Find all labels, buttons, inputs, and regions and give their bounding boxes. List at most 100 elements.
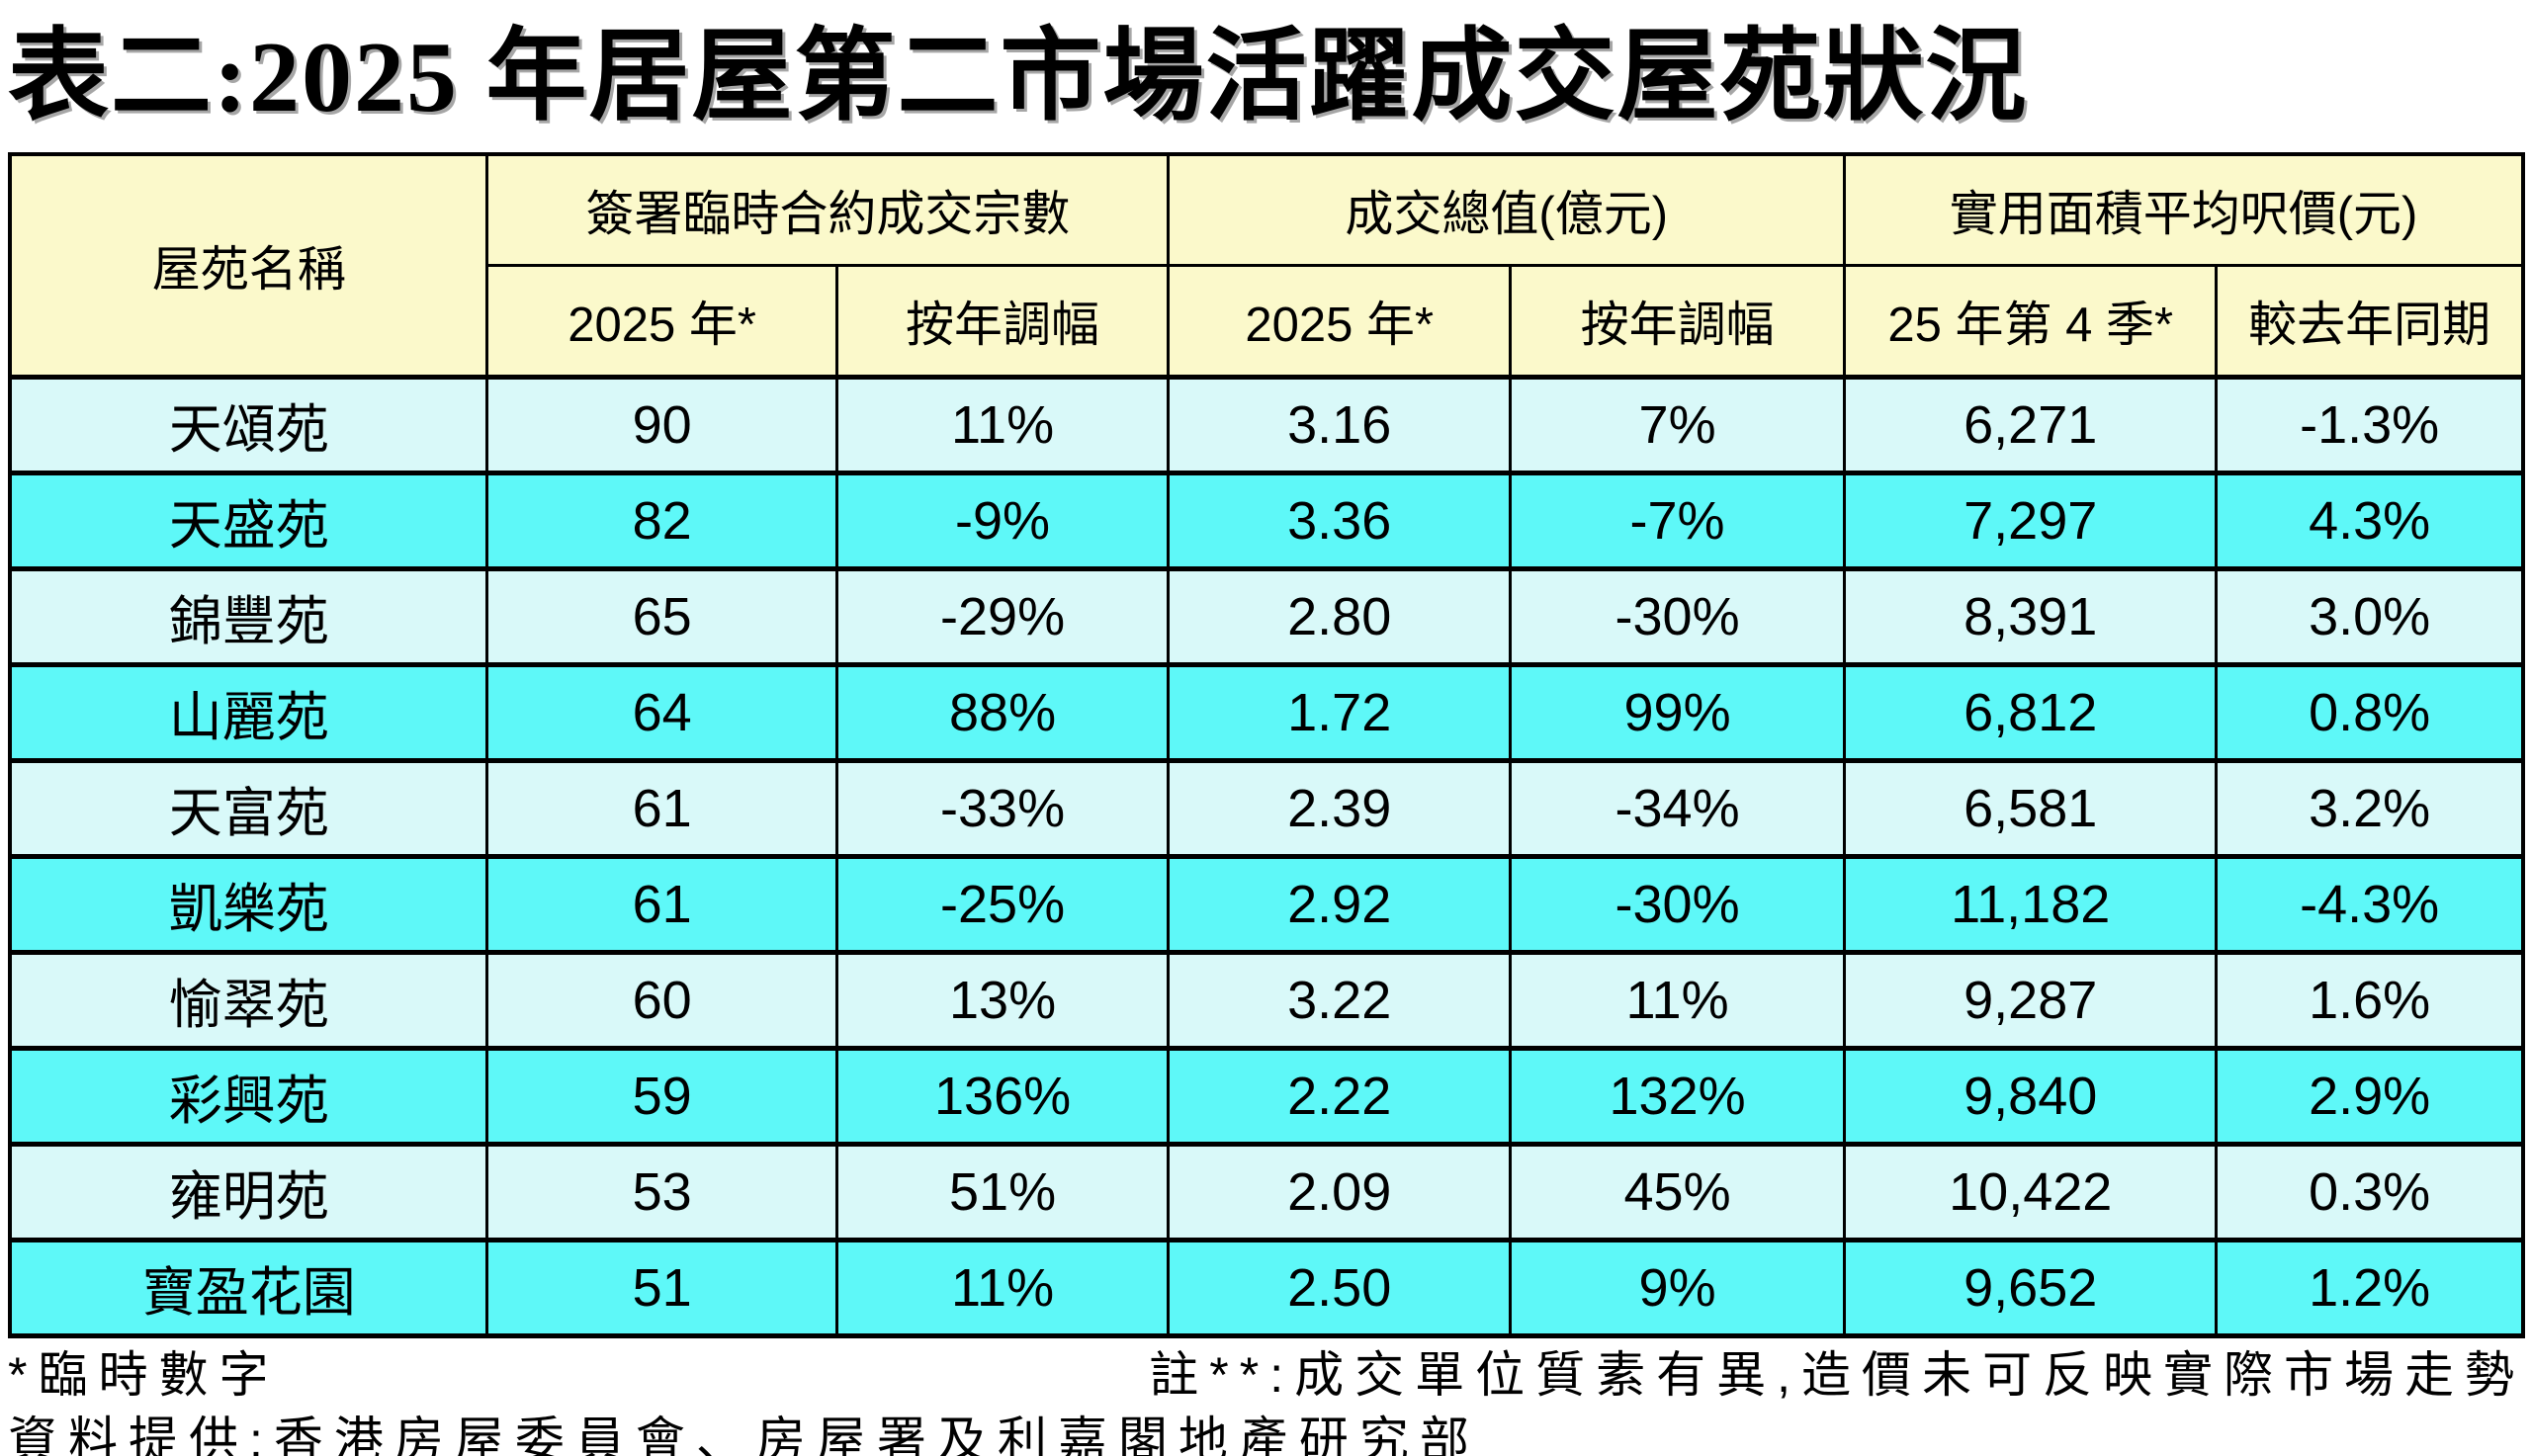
table-row: 凱樂苑 61 -25% 2.92 -30% 11,182 -4.3% [8, 853, 2525, 955]
subheader-value-2025: 2025 年* [1167, 263, 1513, 379]
cell-deals_2025: 51 [485, 1237, 838, 1338]
table-row: 雍明苑 53 51% 2.09 45% 10,422 0.3% [8, 1141, 2525, 1242]
table-row: 山麗苑 64 88% 1.72 99% 6,812 0.8% [8, 661, 2525, 763]
source-note: 資料提供:香港房屋委員會、房屋署及利嘉閣地產研究部 [8, 1412, 1480, 1456]
cell-psf_yoy: 0.8% [2215, 661, 2525, 763]
cell-value_2025: 2.22 [1167, 1045, 1513, 1147]
table-row: 錦豐苑 65 -29% 2.80 -30% 8,391 3.0% [8, 565, 2525, 667]
estate-name-cell: 凱樂苑 [8, 853, 489, 955]
cell-value_yoy: 132% [1509, 1045, 1847, 1147]
cell-value_2025: 2.39 [1167, 757, 1513, 859]
estate-name-cell: 彩興苑 [8, 1045, 489, 1147]
header-sub-row: 2025 年* 按年調幅 2025 年* 按年調幅 25 年第 4 季* 較去年… [10, 263, 2525, 379]
cell-psf_yoy: 1.2% [2215, 1237, 2525, 1338]
cell-psf_q4: 9,652 [1843, 1237, 2219, 1338]
estate-name-cell: 天頌苑 [8, 374, 489, 475]
cell-value_2025: 2.50 [1167, 1237, 1513, 1338]
cell-psf_q4: 10,422 [1843, 1141, 2219, 1242]
table-body: 天頌苑 90 11% 3.16 7% 6,271 -1.3% 天盛苑 82 -9% 3.36 -7% 7… [8, 374, 2525, 1338]
subheader-deals-2025: 2025 年* [485, 263, 838, 379]
cell-value_yoy: 45% [1509, 1141, 1847, 1242]
cell-value_yoy: -30% [1509, 853, 1847, 955]
cell-deals_2025: 64 [485, 661, 838, 763]
cell-deals_2025: 65 [485, 565, 838, 667]
cell-value_yoy: 7% [1509, 374, 1847, 475]
footnotes: *臨時數字 註**:成交單位質素有異,造價未可反映實際市場走勢 資料提供:香港房… [8, 1344, 2525, 1456]
estate-name-cell: 天富苑 [8, 757, 489, 859]
table-row: 天富苑 61 -33% 2.39 -34% 6,581 3.2% [8, 757, 2525, 859]
cell-deals_2025: 82 [485, 470, 838, 571]
cell-value_2025: 2.09 [1167, 1141, 1513, 1242]
cell-deals_yoy: 136% [834, 1045, 1171, 1147]
cell-value_yoy: -34% [1509, 757, 1847, 859]
cell-deals_2025: 61 [485, 853, 838, 955]
cell-psf_yoy: 2.9% [2215, 1045, 2525, 1147]
cell-psf_q4: 9,287 [1843, 949, 2219, 1051]
cell-value_2025: 2.80 [1167, 565, 1513, 667]
estate-name-cell: 天盛苑 [8, 470, 489, 571]
cell-deals_yoy: 88% [834, 661, 1171, 763]
estate-name-cell: 山麗苑 [8, 661, 489, 763]
cell-deals_yoy: -29% [834, 565, 1171, 667]
cell-value_2025: 1.72 [1167, 661, 1513, 763]
header-estate-name: 屋苑名稱 [8, 152, 489, 379]
cell-value_2025: 2.92 [1167, 853, 1513, 955]
cell-deals_yoy: 11% [834, 1237, 1171, 1338]
cell-psf_yoy: -4.3% [2215, 853, 2525, 955]
header-group-value: 成交總值(億元) [1167, 152, 1847, 267]
cell-psf_yoy: 0.3% [2215, 1141, 2525, 1242]
table-row: 天頌苑 90 11% 3.16 7% 6,271 -1.3% [8, 374, 2525, 475]
cell-value_2025: 3.16 [1167, 374, 1513, 475]
cell-deals_2025: 90 [485, 374, 838, 475]
cell-psf_q4: 6,271 [1843, 374, 2219, 475]
cell-psf_q4: 8,391 [1843, 565, 2219, 667]
cell-psf_q4: 6,581 [1843, 757, 2219, 859]
cell-value_2025: 3.36 [1167, 470, 1513, 571]
cell-value_yoy: -30% [1509, 565, 1847, 667]
cell-deals_2025: 53 [485, 1141, 838, 1242]
header-group-row: 屋苑名稱 簽署臨時合約成交宗數 成交總值(億元) 實用面積平均呎價(元) [8, 152, 2525, 379]
cell-value_2025: 3.22 [1167, 949, 1513, 1051]
table-row: 寶盈花園 51 11% 2.50 9% 9,652 1.2% [8, 1237, 2525, 1338]
cell-deals_yoy: 51% [834, 1141, 1171, 1242]
cell-psf_yoy: 3.2% [2215, 757, 2525, 859]
cell-deals_2025: 61 [485, 757, 838, 859]
footnote-line-1: *臨時數字 註**:成交單位質素有異,造價未可反映實際市場走勢 [8, 1344, 2525, 1406]
cell-psf_q4: 11,182 [1843, 853, 2219, 955]
estate-name-cell: 錦豐苑 [8, 565, 489, 667]
cell-deals_yoy: -9% [834, 470, 1171, 571]
cell-deals_yoy: 13% [834, 949, 1171, 1051]
page-title: 表二:2025 年居屋第二市場活躍成交屋苑狀況 [8, 22, 2029, 133]
cell-value_yoy: 9% [1509, 1237, 1847, 1338]
estate-name-cell: 寶盈花園 [8, 1237, 489, 1338]
cell-deals_2025: 59 [485, 1045, 838, 1147]
subheader-psf-yoy: 較去年同期 [2215, 263, 2525, 379]
quality-note: 註**:成交單位質素有異,造價未可反映實際市場走勢 [1149, 1346, 2525, 1403]
table-header: 屋苑名稱 簽署臨時合約成交宗數 成交總值(億元) 實用面積平均呎價(元) 202… [8, 152, 2525, 379]
cell-deals_yoy: -33% [834, 757, 1171, 859]
cell-psf_q4: 6,812 [1843, 661, 2219, 763]
cell-deals_2025: 60 [485, 949, 838, 1051]
cell-psf_q4: 7,297 [1843, 470, 2219, 571]
cell-value_yoy: 99% [1509, 661, 1847, 763]
cell-psf_yoy: -1.3% [2215, 374, 2525, 475]
subheader-psf-q4: 25 年第 4 季* [1843, 263, 2219, 379]
subheader-value-yoy: 按年調幅 [1509, 263, 1847, 379]
table-row: 天盛苑 82 -9% 3.36 -7% 7,297 4.3% [8, 470, 2525, 571]
cell-value_yoy: 11% [1509, 949, 1847, 1051]
estates-table: 屋苑名稱 簽署臨時合約成交宗數 成交總值(億元) 實用面積平均呎價(元) 202… [8, 152, 2525, 1338]
header-group-deals: 簽署臨時合約成交宗數 [485, 152, 1171, 267]
cell-deals_yoy: -25% [834, 853, 1171, 955]
cell-deals_yoy: 11% [834, 374, 1171, 475]
estate-name-cell: 愉翠苑 [8, 949, 489, 1051]
cell-value_yoy: -7% [1509, 470, 1847, 571]
cell-psf_yoy: 3.0% [2215, 565, 2525, 667]
cell-psf_yoy: 4.3% [2215, 470, 2525, 571]
estate-name-cell: 雍明苑 [8, 1141, 489, 1242]
table-row: 彩興苑 59 136% 2.22 132% 9,840 2.9% [8, 1045, 2525, 1147]
provisional-note: *臨時數字 [8, 1346, 280, 1403]
cell-psf_yoy: 1.6% [2215, 949, 2525, 1051]
table-row: 愉翠苑 60 13% 3.22 11% 9,287 1.6% [8, 949, 2525, 1051]
subheader-deals-yoy: 按年調幅 [834, 263, 1171, 379]
